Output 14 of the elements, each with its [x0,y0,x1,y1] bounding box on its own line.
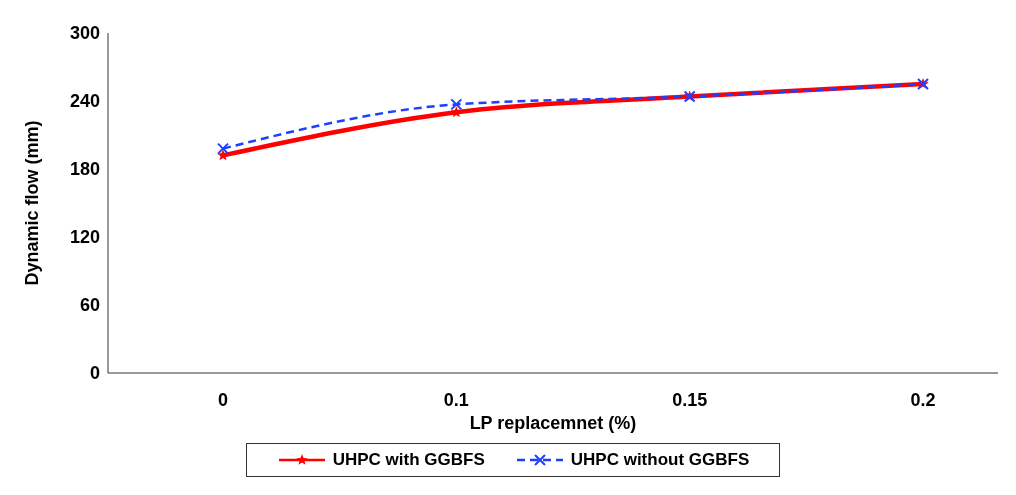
y-tick-label: 120 [69,227,100,248]
x-tick-label: 0 [217,389,229,410]
x-tick-label: 0.1 [443,389,469,410]
y-tick-label: 0 [89,363,100,384]
x-tick-label: 0.2 [910,389,936,410]
y-tick-label: 180 [69,159,100,180]
legend-label: UHPC without GGBFS [569,450,750,470]
x-axis-title: LP replacemnet (%) [469,413,637,433]
y-tick-label: 240 [69,91,100,112]
x-tick-label: 0.15 [672,389,708,410]
y-axis-title: Dynamic flow (mm) [22,120,43,286]
y-tick-label: 300 [69,23,100,44]
legend-label: UHPC with GGBFS [331,450,485,470]
y-tick-label: 60 [79,295,100,316]
